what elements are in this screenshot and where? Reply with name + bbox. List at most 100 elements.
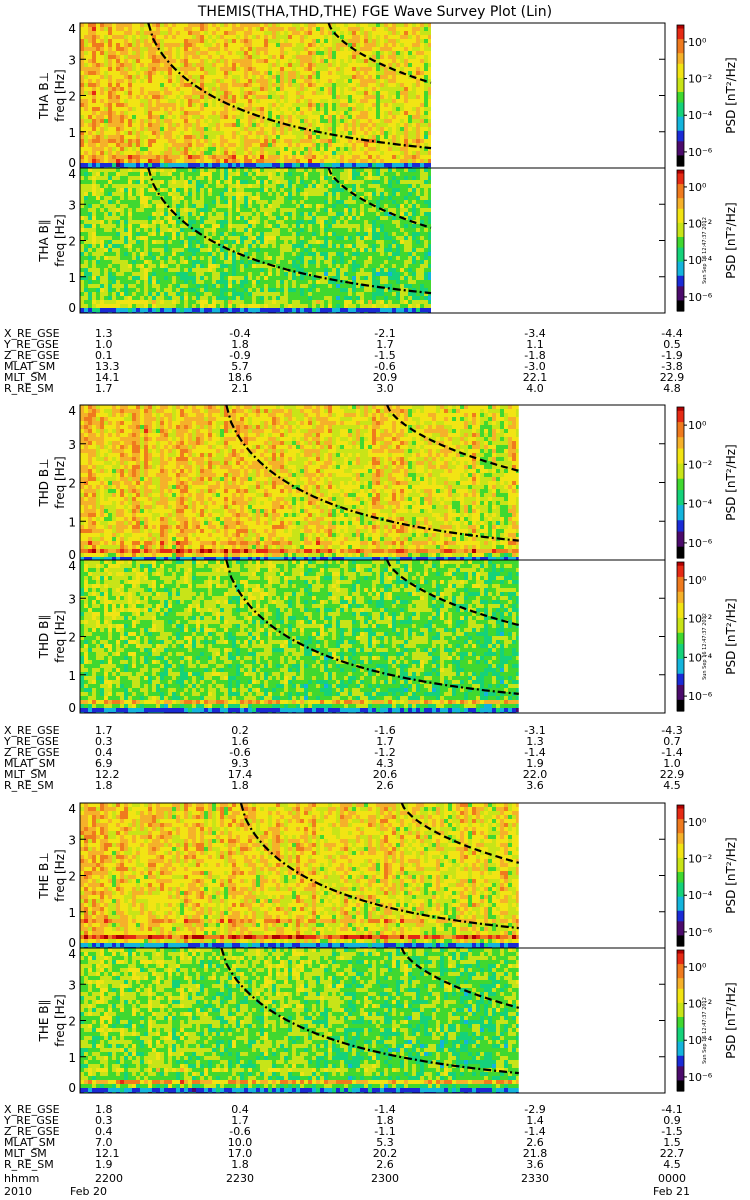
spectrogram-cell <box>364 127 368 131</box>
spectrogram-cell <box>364 87 368 91</box>
spectrogram-cell <box>116 224 120 228</box>
spectrogram-cell <box>364 143 368 147</box>
spectrogram-cell <box>168 39 172 43</box>
spectrogram-cell <box>364 155 368 159</box>
spectrogram-cell <box>288 204 292 208</box>
spectrogram-cell <box>204 67 208 71</box>
spectrogram-cell <box>124 139 128 143</box>
spectrogram-cell <box>356 200 360 204</box>
spectrogram-cell <box>136 47 140 51</box>
spectrogram-cell <box>420 204 424 208</box>
spectrogram-cell <box>420 155 424 159</box>
spectrogram-cell <box>192 155 196 159</box>
spectrogram-cell <box>168 192 172 196</box>
spectrogram-cell <box>144 67 148 71</box>
spectrogram-cell <box>220 159 224 163</box>
spectrogram-cell <box>388 159 392 163</box>
spectrogram-cell <box>220 208 224 212</box>
spectrogram-cell <box>172 196 176 200</box>
spectrogram-cell <box>400 115 404 119</box>
spectrogram-cell <box>264 151 268 155</box>
spectrogram-cell <box>84 123 88 127</box>
spectrogram-cell <box>412 39 416 43</box>
spectrogram-cell <box>272 27 276 31</box>
spectrogram-cell <box>304 35 308 39</box>
spectrogram-cell <box>144 208 148 212</box>
spectrogram-cell <box>232 180 236 184</box>
spectrogram-cell <box>392 55 396 59</box>
spectrogram-cell <box>348 51 352 55</box>
spectrogram-cell <box>340 87 344 91</box>
spectrogram-cell <box>152 127 156 131</box>
spectrogram-cell <box>212 180 216 184</box>
spectrogram-cell <box>256 67 260 71</box>
spectrogram-cell <box>132 139 136 143</box>
spectrogram-cell <box>116 168 120 172</box>
spectrogram-cell <box>148 115 152 119</box>
spectrogram-cell <box>412 35 416 39</box>
spectrogram-cell <box>344 204 348 208</box>
spectrogram-cell <box>308 220 312 224</box>
spectrogram-cell <box>332 216 336 220</box>
spectrogram-cell <box>388 216 392 220</box>
spectrogram-cell <box>160 240 164 244</box>
spectrogram-cell <box>424 212 428 216</box>
spectrogram-cell <box>352 107 356 111</box>
spectrogram-cell <box>100 79 104 83</box>
spectrogram-cell <box>300 39 304 43</box>
spectrogram-cell <box>100 232 104 236</box>
colorbar-segment <box>677 36 684 40</box>
spectrogram-cell <box>272 212 276 216</box>
spectrogram-cell <box>320 27 324 31</box>
spectrogram-cell <box>364 228 368 232</box>
spectrogram-cell <box>184 35 188 39</box>
spectrogram-cell <box>276 204 280 208</box>
spectrogram-cell <box>372 75 376 79</box>
spectrogram-cell <box>284 196 288 200</box>
spectrogram-cell <box>236 139 240 143</box>
spectrogram-cell <box>336 67 340 71</box>
spectrogram-cell <box>196 115 200 119</box>
spectrogram-cell <box>428 212 431 216</box>
spectrogram-cell <box>400 95 404 99</box>
spectrogram-cell <box>192 127 196 131</box>
spectrogram-cell <box>236 208 240 212</box>
spectrogram-cell <box>288 87 292 91</box>
spectrogram-cell <box>216 236 220 240</box>
spectrogram-cell <box>124 196 128 200</box>
spectrogram-cell <box>228 71 232 75</box>
spectrogram-cell <box>96 135 100 139</box>
spectrogram-cell <box>232 127 236 131</box>
spectrogram-cell <box>176 119 180 123</box>
spectrogram-cell <box>272 47 276 51</box>
spectrogram-cell <box>284 172 288 176</box>
spectrogram-cell <box>132 159 136 163</box>
spectrogram-cell <box>316 168 320 172</box>
spectrogram-cell <box>360 119 364 123</box>
spectrogram-cell <box>112 208 116 212</box>
spectrogram-cell <box>288 155 292 159</box>
spectrogram-cell <box>368 143 372 147</box>
spectrogram-cell <box>212 212 216 216</box>
spectrogram-cell <box>344 196 348 200</box>
spectrogram-cell <box>148 204 152 208</box>
spectrogram-cell <box>364 59 368 63</box>
spectrogram-cell <box>428 79 431 83</box>
spectrogram-cell <box>396 208 400 212</box>
spectrogram-cell <box>160 47 164 51</box>
spectrogram-cell <box>252 107 256 111</box>
spectrogram-cell <box>204 184 208 188</box>
spectrogram-cell <box>144 75 148 79</box>
spectrogram-cell <box>96 143 100 147</box>
spectrogram-cell <box>272 75 276 79</box>
spectrogram-cell <box>140 159 144 163</box>
spectrogram-cell <box>340 220 344 224</box>
spectrogram-cell <box>300 236 304 240</box>
spectrogram-cell <box>356 111 360 115</box>
spectrogram-cell <box>396 220 400 224</box>
spectrogram-cell <box>80 87 84 91</box>
spectrogram-cell <box>264 212 268 216</box>
spectrogram-cell <box>204 39 208 43</box>
spectrogram-cell <box>376 224 380 228</box>
spectrogram-cell <box>428 71 431 75</box>
